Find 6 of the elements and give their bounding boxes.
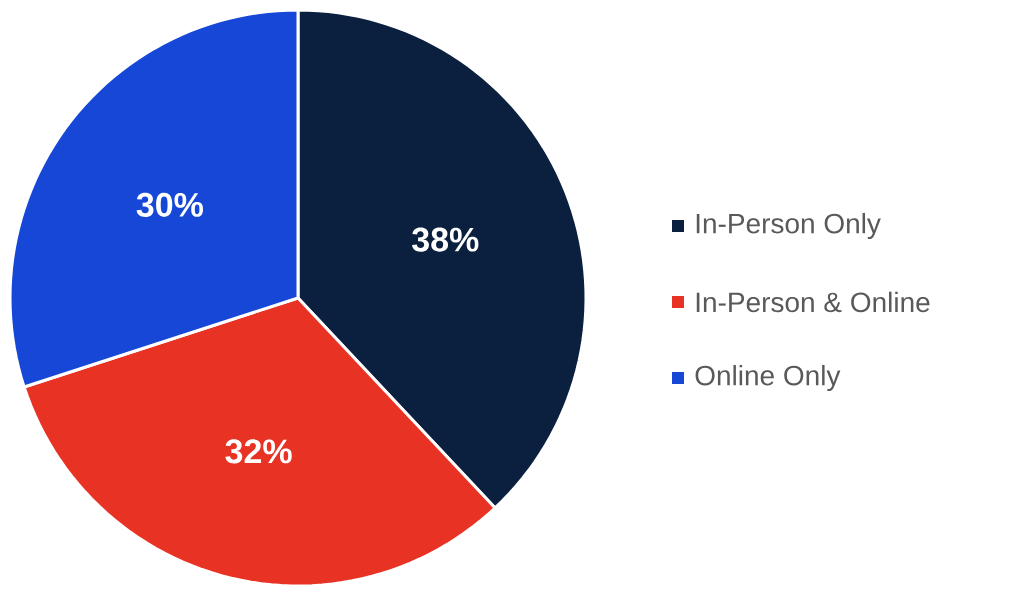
data-label: 30% [136,192,203,217]
legend-label: Online Only [695,364,841,392]
legend-label: In-Person & Online [696,291,930,313]
data-label: 38% [412,227,479,252]
data-label: 32% [225,439,292,464]
legend-label: In-Person Only [696,212,881,240]
